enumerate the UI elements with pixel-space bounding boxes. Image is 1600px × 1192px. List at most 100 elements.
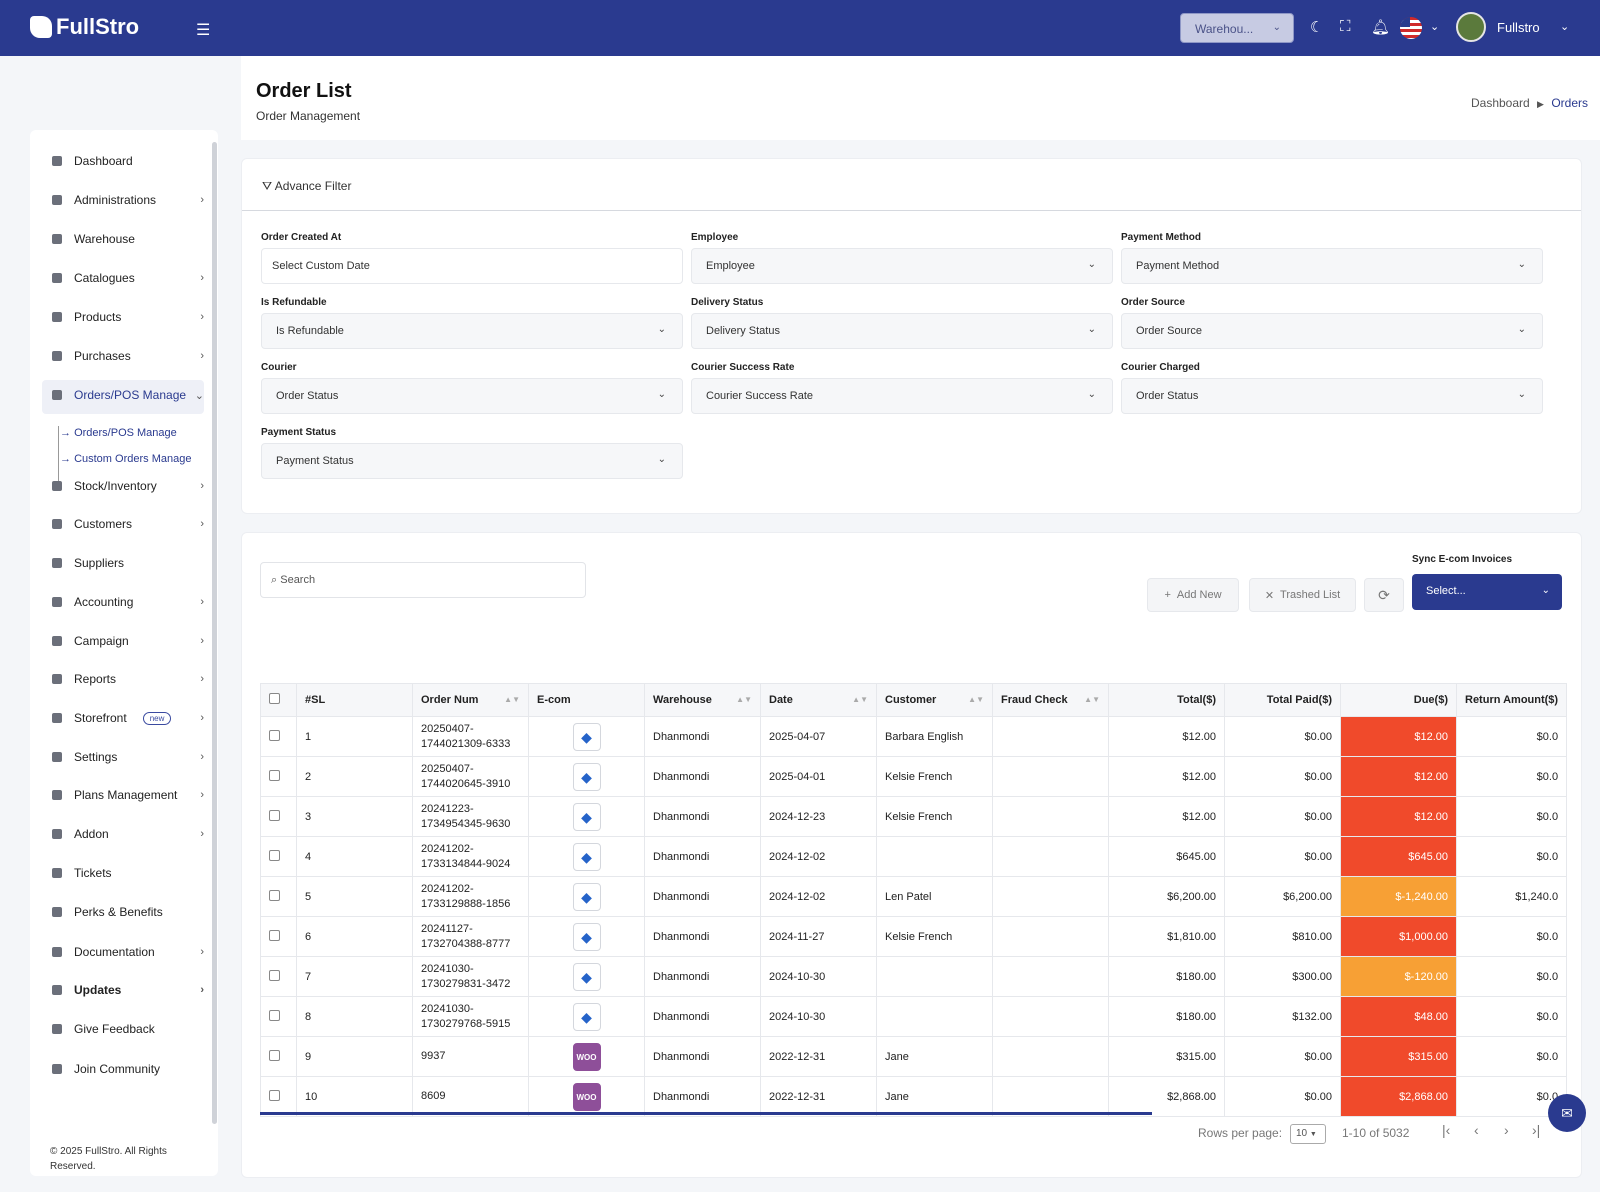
filter-field-order-source[interactable]: Order Source ⌄: [1121, 313, 1543, 349]
row-checkbox[interactable]: [269, 1009, 280, 1021]
column-header[interactable]: Total($): [1108, 683, 1225, 717]
last-page-icon[interactable]: ›|: [1532, 1122, 1541, 1138]
table-row[interactable]: 4 20241202- 1733134844-9024 ◆ Dhanmondi 2024-…: [260, 836, 1568, 877]
table-horizontal-scrollbar[interactable]: [260, 1112, 1152, 1115]
sort-icon[interactable]: ▲▼: [968, 695, 984, 704]
username[interactable]: Fullstro: [1497, 20, 1540, 35]
row-checkbox[interactable]: [269, 809, 280, 821]
filter-field-payment-status[interactable]: Payment Status ⌄: [261, 443, 683, 479]
filter-field-is-refundable[interactable]: Is Refundable ⌄: [261, 313, 683, 349]
sidebar-item-products[interactable]: Products ›: [52, 306, 212, 328]
sort-icon[interactable]: ▲▼: [736, 695, 752, 704]
table-row[interactable]: 9 9937 WOO Dhanmondi 2022-12-31 Jane $315.00 $0…: [260, 1036, 1568, 1077]
sidebar-item-addon[interactable]: Addon ›: [52, 823, 212, 845]
logo[interactable]: FullStro: [30, 14, 139, 40]
sidebar-item-perks-benefits[interactable]: Perks & Benefits: [52, 901, 212, 923]
language-chevron-icon[interactable]: ⌄: [1430, 21, 1440, 33]
sidebar-item-updates[interactable]: Updates ›: [52, 979, 212, 1001]
menu-toggle-icon[interactable]: ☰: [196, 22, 211, 39]
sidebar-item-warehouse[interactable]: Warehouse: [52, 228, 212, 250]
filter-field-payment-method[interactable]: Payment Method ⌄: [1121, 248, 1543, 284]
user-menu-chevron-icon[interactable]: ⌄: [1560, 21, 1570, 33]
advance-filter-header[interactable]: ⛛ Advance Filter: [242, 159, 1581, 211]
sidebar-item-reports[interactable]: Reports ›: [52, 668, 212, 690]
dark-mode-icon[interactable]: ☾: [1310, 19, 1324, 36]
filter-field-courier-charged[interactable]: Order Status ⌄: [1121, 378, 1543, 414]
column-header[interactable]: Due($): [1340, 683, 1457, 717]
column-header[interactable]: Warehouse ▲▼: [644, 683, 761, 717]
warehouse-cell: Dhanmondi: [644, 1036, 761, 1077]
column-header[interactable]: #SL: [296, 683, 413, 717]
bell-icon[interactable]: 🔔︎: [1371, 19, 1391, 36]
rows-per-page-select[interactable]: 10 ▼: [1290, 1124, 1326, 1144]
row-checkbox[interactable]: [269, 889, 280, 901]
sidebar-item-settings[interactable]: Settings ›: [52, 746, 212, 768]
row-checkbox[interactable]: [269, 729, 280, 741]
add-new-button[interactable]: + Add New: [1147, 578, 1239, 612]
sidebar-item-give-feedback[interactable]: Give Feedback: [52, 1018, 212, 1040]
row-checkbox[interactable]: [269, 929, 280, 941]
table-row[interactable]: 6 20241127- 1732704388-8777 ◆ Dhanmondi 2024-…: [260, 916, 1568, 957]
sort-icon[interactable]: ▲▼: [1084, 695, 1100, 704]
prev-page-icon[interactable]: ‹: [1474, 1122, 1479, 1138]
sidebar-item-join-community[interactable]: Join Community: [52, 1058, 212, 1080]
sidebar-item-accounting[interactable]: Accounting ›: [52, 591, 212, 613]
row-checkbox[interactable]: [269, 969, 280, 981]
breadcrumb-dashboard[interactable]: Dashboard: [1470, 96, 1530, 110]
table-row[interactable]: 10 8609 WOO Dhanmondi 2022-12-31 Jane $2,868.0…: [260, 1076, 1568, 1117]
sidebar-item-catalogues[interactable]: Catalogues ›: [52, 267, 212, 289]
sidebar-item-storefront[interactable]: Storefront new ›: [52, 707, 212, 729]
column-header[interactable]: Date ▲▼: [760, 683, 877, 717]
row-checkbox[interactable]: [269, 849, 280, 861]
row-checkbox[interactable]: [269, 769, 280, 781]
first-page-icon[interactable]: |‹: [1442, 1122, 1451, 1138]
language-flag-icon[interactable]: [1400, 17, 1422, 39]
table-row[interactable]: 8 20241030- 1730279768-5915 ◆ Dhanmondi 2024-…: [260, 996, 1568, 1037]
row-checkbox[interactable]: [269, 1089, 280, 1101]
table-row[interactable]: 3 20241223- 1734954345-9630 ◆ Dhanmondi 2024-…: [260, 796, 1568, 837]
sync-ecom-select[interactable]: Select... ⌄: [1412, 574, 1562, 610]
filter-field-order-created-at[interactable]: Select Custom Date: [261, 248, 683, 284]
filter-field-courier-success-rate[interactable]: Courier Success Rate ⌄: [691, 378, 1113, 414]
column-header[interactable]: Fraud Check ▲▼: [992, 683, 1109, 717]
trashed-list-button[interactable]: ✕ Trashed List: [1249, 578, 1356, 612]
sidebar-item-icon: [52, 234, 62, 244]
sidebar-item-purchases[interactable]: Purchases ›: [52, 345, 212, 367]
sidebar-item-administrations[interactable]: Administrations ›: [52, 189, 212, 211]
sidebar-item-documentation[interactable]: Documentation ›: [52, 941, 212, 963]
submenu-item-custom-orders[interactable]: → Custom Orders Manage: [60, 453, 192, 465]
column-header[interactable]: Total Paid($): [1224, 683, 1341, 717]
refresh-button[interactable]: ⟳: [1364, 578, 1404, 612]
sidebar-item-plans-management[interactable]: Plans Management ›: [52, 784, 212, 806]
sidebar-item-dashboard[interactable]: Dashboard: [52, 150, 212, 172]
filter-field-delivery-status[interactable]: Delivery Status ⌄: [691, 313, 1113, 349]
submenu-item-orders-pos[interactable]: → Orders/POS Manage: [60, 427, 177, 439]
sidebar-item-suppliers[interactable]: Suppliers: [52, 552, 212, 574]
chat-icon[interactable]: ✉: [1548, 1094, 1586, 1132]
avatar[interactable]: [1456, 12, 1486, 42]
filter-field-courier[interactable]: Order Status ⌄: [261, 378, 683, 414]
column-header[interactable]: E-com: [528, 683, 645, 717]
sort-icon[interactable]: ▲▼: [852, 695, 868, 704]
select-all-checkbox[interactable]: [269, 693, 280, 704]
table-row[interactable]: 1 20250407- 1744021309-6333 ◆ Dhanmondi 2025-…: [260, 716, 1568, 757]
column-header[interactable]: Return Amount($): [1455, 683, 1568, 717]
table-row[interactable]: 2 20250407- 1744020645-3910 ◆ Dhanmondi 2025-…: [260, 756, 1568, 797]
sidebar-item-orders-pos-manage[interactable]: Orders/POS Manage ⌄: [52, 384, 212, 406]
column-header[interactable]: Order Num ▲▼: [412, 683, 529, 717]
sidebar-item-customers[interactable]: Customers ›: [52, 513, 212, 535]
warehouse-select[interactable]: Warehou... ⌄: [1180, 13, 1294, 43]
sort-icon[interactable]: ▲▼: [504, 695, 520, 704]
search-input[interactable]: ⌕ Search: [260, 562, 586, 598]
filter-field-employee[interactable]: Employee ⌄: [691, 248, 1113, 284]
row-checkbox[interactable]: [269, 1049, 280, 1061]
sidebar-item-tickets[interactable]: Tickets: [52, 862, 212, 884]
sidebar-scrollbar[interactable]: [212, 142, 217, 1124]
sidebar-item-campaign[interactable]: Campaign ›: [52, 630, 212, 652]
table-row[interactable]: 7 20241030- 1730279831-3472 ◆ Dhanmondi 2024-…: [260, 956, 1568, 997]
sidebar-item-stock-inventory[interactable]: Stock/Inventory ›: [52, 475, 212, 497]
column-header[interactable]: Customer ▲▼: [876, 683, 993, 717]
fullscreen-icon[interactable]: ⛶: [1340, 18, 1351, 35]
next-page-icon[interactable]: ›: [1504, 1122, 1509, 1138]
table-row[interactable]: 5 20241202- 1733129888-1856 ◆ Dhanmondi 2024-…: [260, 876, 1568, 917]
